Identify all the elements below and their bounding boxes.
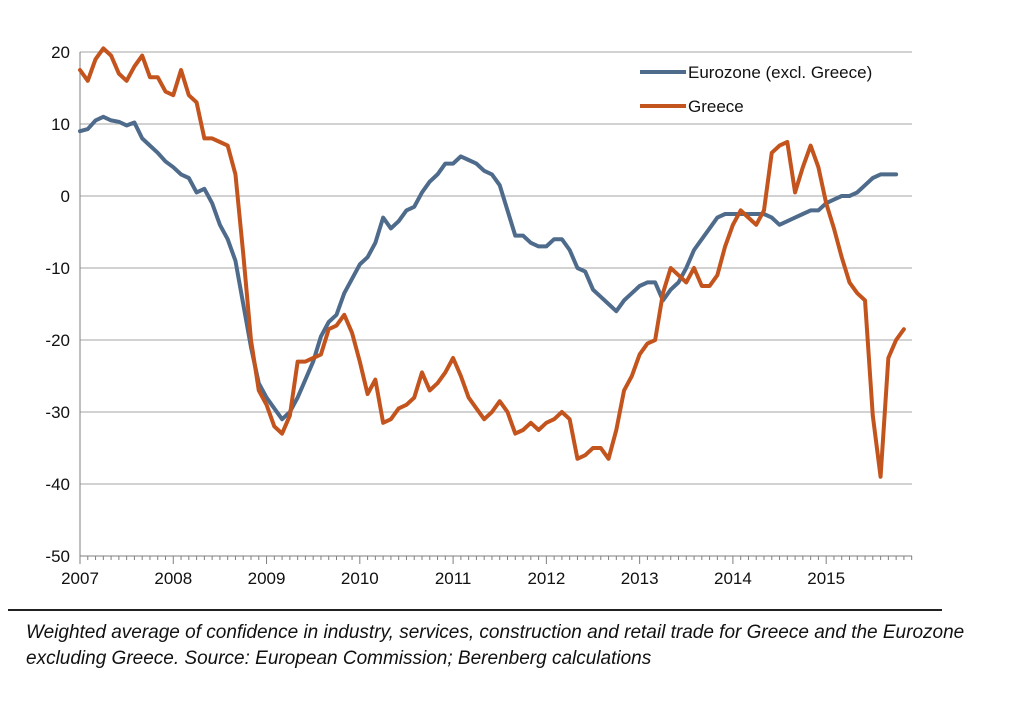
y-tick-label: 20 — [51, 43, 70, 62]
legend: Eurozone (excl. Greece) Greece — [640, 63, 872, 116]
series-line-greece — [78, 46, 906, 479]
x-tick-label: 2010 — [341, 569, 379, 588]
legend-label: Eurozone (excl. Greece) — [688, 63, 872, 82]
y-tick-label: -30 — [45, 403, 70, 422]
y-tick-label: 0 — [61, 187, 70, 206]
x-tick-label: 2014 — [714, 569, 752, 588]
caption-divider — [8, 609, 942, 611]
x-tick-label: 2008 — [154, 569, 192, 588]
y-tick-label: 10 — [51, 115, 70, 134]
x-tick-label: 2007 — [61, 569, 99, 588]
x-tick-label: 2013 — [621, 569, 659, 588]
series-lines — [78, 46, 906, 479]
y-tick-label: -40 — [45, 475, 70, 494]
legend-label: Greece — [688, 97, 744, 116]
y-tick-label: -20 — [45, 331, 70, 350]
y-tick-label: -50 — [45, 547, 70, 566]
figure-caption: Weighted average of confidence in indust… — [26, 622, 965, 669]
gridlines — [80, 51, 912, 485]
x-tick-label: 2009 — [248, 569, 286, 588]
x-tick-label: 2012 — [527, 569, 565, 588]
x-tick-label: 2015 — [807, 569, 845, 588]
y-tick-label: -10 — [45, 259, 70, 278]
x-tick-label: 2011 — [435, 569, 472, 588]
